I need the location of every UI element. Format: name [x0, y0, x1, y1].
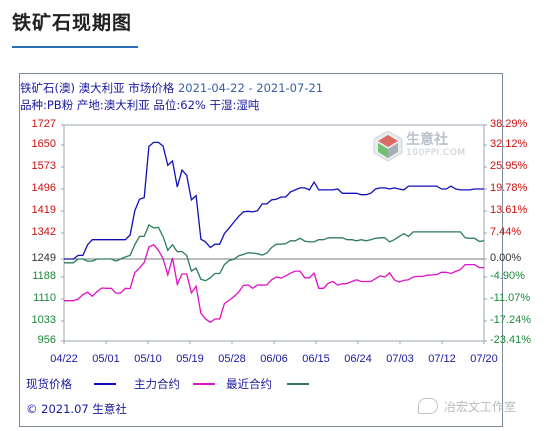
y-left-tick-label: 1033	[31, 314, 56, 326]
x-tick-label: 05/19	[176, 353, 204, 365]
y-right-tick-label: 7.44%	[490, 226, 522, 238]
chart-date-range: 2021-04-22 - 2021-07-21	[177, 81, 324, 95]
y-left-tick-label: 1342	[31, 226, 56, 238]
logo-name: 生意社	[406, 132, 448, 148]
x-tick-label: 05/10	[134, 353, 162, 365]
y-right-tick-label: -23.41%	[490, 334, 531, 346]
logo-icon	[373, 130, 403, 162]
x-tick-label: 04/22	[50, 353, 78, 365]
page-title: 铁矿石现期图	[12, 12, 133, 34]
x-tick-label: 05/01	[92, 353, 120, 365]
x-tick-label: 06/24	[344, 353, 372, 365]
watermark: 冶宏文工作室	[418, 398, 516, 415]
logo-100ppi: 生意社 100PPI.COM	[373, 130, 473, 164]
legend-label-main: 主力合约	[134, 377, 180, 391]
x-tick-label: 07/03	[386, 353, 414, 365]
y-left-tick-label: 1110	[33, 292, 56, 304]
series-line-spot	[64, 141, 484, 260]
logo-url: 100PPI.COM	[406, 148, 466, 158]
x-tick-label: 07/12	[428, 353, 456, 365]
y-right-tick-label: 38.29%	[490, 118, 528, 130]
x-tick-label: 06/06	[260, 353, 288, 365]
y-left-tick-label: 1496	[31, 182, 56, 194]
legend-label-spot: 现货价格	[26, 377, 72, 391]
y-left-tick-label: 1249	[31, 252, 56, 264]
y-right-tick-label: -17.24%	[490, 314, 531, 326]
y-left-tick-label: 956	[37, 334, 56, 346]
chat-bubble-icon	[418, 398, 438, 414]
chart-title: 铁矿石(澳) 澳大利亚 市场价格	[20, 81, 175, 95]
chart-panel	[19, 73, 503, 427]
y-right-tick-label: 0.00%	[490, 252, 522, 264]
legend-swatch-recent	[287, 383, 309, 385]
x-tick-label: 07/20	[470, 353, 498, 365]
y-left-tick-label: 1727	[31, 118, 56, 130]
plot-frame	[63, 124, 485, 342]
y-left-tick-label: 1573	[31, 160, 56, 172]
y-right-tick-label: 19.78%	[490, 182, 528, 194]
legend-swatch-main	[193, 383, 215, 385]
y-right-tick-label: 25.95%	[490, 160, 528, 172]
y-left-tick-label: 1188	[32, 270, 56, 282]
series-line-main	[64, 243, 484, 324]
x-tick-label: 06/15	[302, 353, 330, 365]
chart-header-line1: 铁矿石(澳) 澳大利亚 市场价格 2021-04-22 - 2021-07-21	[20, 80, 323, 96]
y-right-tick-label: -11.07%	[490, 292, 531, 304]
y-left-tick-label: 1650	[31, 138, 56, 150]
series-line-recent	[64, 224, 485, 282]
chart-header-line2: 品种:PB粉 产地:澳大利亚 品位:62% 干湿:湿吨	[20, 98, 260, 112]
y-right-tick-label: 32.12%	[490, 138, 528, 150]
y-right-tick-label: 13.61%	[490, 204, 528, 216]
watermark-text: 冶宏文工作室	[444, 400, 517, 414]
title-underline	[12, 46, 138, 48]
legend-swatch-spot	[94, 383, 116, 385]
y-left-tick-label: 1419	[31, 204, 56, 216]
y-right-tick-label: -4.90%	[490, 270, 525, 282]
footer-copyright: © 2021.07 生意社	[26, 402, 127, 416]
x-tick-label: 05/28	[218, 353, 246, 365]
legend-label-recent: 最近合约	[226, 377, 272, 391]
